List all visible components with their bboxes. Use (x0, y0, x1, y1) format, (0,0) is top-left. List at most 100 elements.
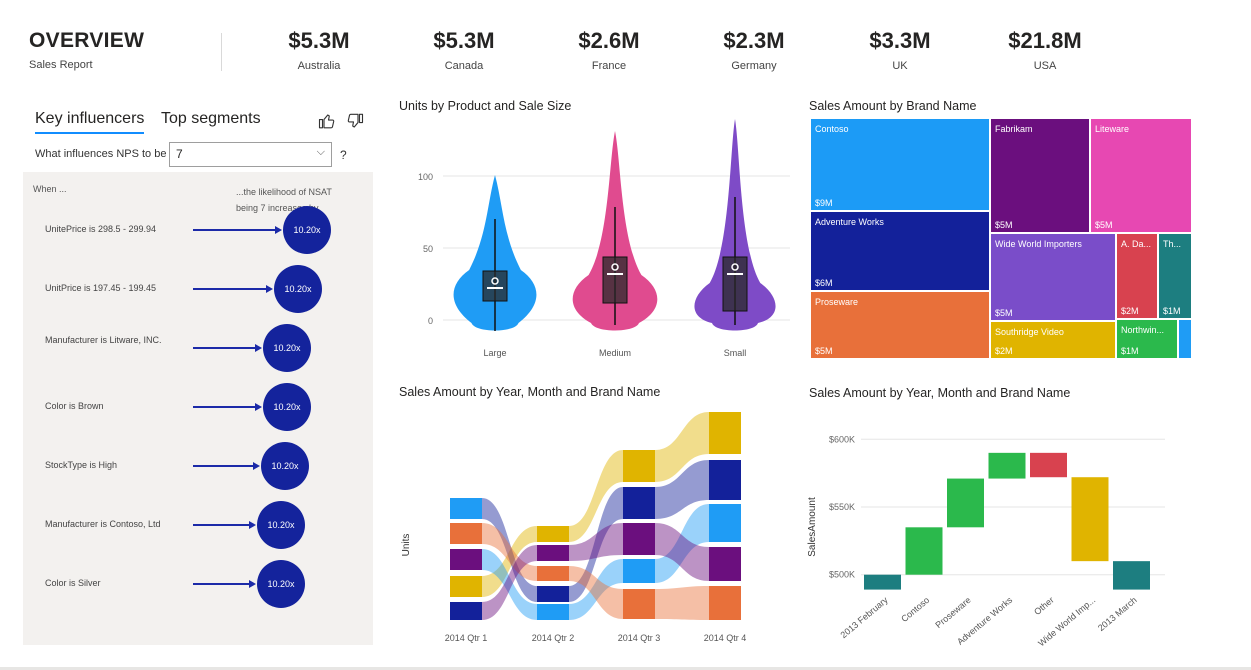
ribbon-segment[interactable] (623, 487, 655, 519)
influencer-row[interactable]: UnitePrice is 298.5 - 299.94 10.20x (23, 205, 373, 255)
treemap-tile[interactable]: Adventure Works $6M (811, 212, 989, 290)
influencer-bubble[interactable]: 10.20x (263, 324, 311, 372)
influencer-bubble[interactable]: 10.20x (274, 265, 322, 313)
kpi-card-usa[interactable]: $21.8M USA (985, 28, 1105, 72)
x-tick-label: Proseware (933, 595, 972, 630)
ribbon-segment[interactable] (709, 412, 741, 454)
ribbon-segment[interactable] (537, 566, 569, 581)
ribbon-chart[interactable]: Units 2014 Qtr 1 2014 Qtr 2 2014 Qtr 3 2014 … (395, 405, 755, 650)
violin-chart-title: Units by Product and Sale Size (399, 99, 572, 113)
kpi-label: France (591, 60, 627, 72)
treemap-tile-value: $5M (1095, 220, 1113, 230)
influencer-row[interactable]: StockType is High 10.20x (23, 441, 373, 491)
ribbon-segment[interactable] (537, 604, 569, 620)
treemap-tile[interactable]: Southridge Video $2M (991, 322, 1115, 358)
influencer-label: Color is Brown (45, 401, 104, 411)
violin-chart[interactable]: 100 50 0 Large Medium Small (395, 115, 795, 365)
ribbon-segment[interactable] (709, 586, 741, 620)
influencer-row[interactable]: UnitPrice is 197.45 - 199.45 10.20x (23, 264, 373, 314)
thumbs-down-icon[interactable] (346, 112, 364, 130)
ribbon-flow[interactable] (655, 460, 709, 519)
influencer-label: Manufacturer is Contoso, Ltd (45, 519, 161, 529)
influencer-bubble[interactable]: 10.20x (257, 560, 305, 608)
treemap-tile-fill (991, 119, 1089, 232)
treemap-tile[interactable]: Liteware $5M (1091, 119, 1191, 232)
ribbon-flow[interactable] (655, 412, 709, 482)
ribbon-segment[interactable] (537, 526, 569, 542)
ribbon-flow[interactable] (482, 549, 537, 620)
waterfall-bar[interactable] (864, 574, 901, 590)
waterfall-chart[interactable]: $600K $550K $500K SalesAmount 2013 February C… (803, 405, 1183, 663)
ribbon-segment[interactable] (623, 589, 655, 619)
kpi-value: $21.8M (1008, 28, 1082, 53)
ribbon-segment[interactable] (623, 523, 655, 555)
header-divider (221, 33, 222, 71)
tab-top-segments[interactable]: Top segments (161, 110, 261, 127)
treemap-tile[interactable]: A. Da... $2M (1117, 234, 1157, 318)
influencer-row[interactable]: Color is Silver 10.20x (23, 559, 373, 609)
influencer-bubble[interactable]: 10.20x (283, 206, 331, 254)
influencer-question: What influences NPS to be (35, 148, 167, 160)
ribbon-flow[interactable] (482, 545, 537, 620)
ribbon-segment[interactable] (709, 460, 741, 500)
waterfall-bar[interactable] (1071, 477, 1109, 562)
kpi-card-france[interactable]: $2.6M France (549, 28, 669, 72)
nps-value-dropdown[interactable]: 7 ⌵ (169, 142, 332, 167)
influencer-label: Color is Silver (45, 578, 101, 588)
influencer-row[interactable]: Manufacturer is Litware, INC. 10.20x (23, 323, 373, 373)
y-tick-label: $550K (829, 502, 855, 512)
ribbon-flow[interactable] (569, 487, 623, 602)
thumbs-up-icon[interactable] (318, 112, 336, 130)
influencer-bubble[interactable]: 10.20x (261, 442, 309, 490)
ribbon-flow[interactable] (569, 566, 623, 619)
ribbon-flow[interactable] (482, 523, 537, 581)
ribbon-segment[interactable] (450, 523, 482, 544)
tab-key-influencers[interactable]: Key influencers (35, 110, 145, 134)
ribbon-segment[interactable] (450, 549, 482, 570)
waterfall-bar[interactable] (947, 478, 984, 528)
ribbon-segment[interactable] (537, 545, 569, 561)
ribbon-flow[interactable] (569, 559, 623, 620)
ribbon-segment[interactable] (450, 602, 482, 620)
ribbon-flow[interactable] (569, 523, 623, 561)
kpi-card-canada[interactable]: $5.3M Canada (404, 28, 524, 72)
ribbon-segment[interactable] (450, 576, 482, 597)
ribbon-segment[interactable] (623, 450, 655, 482)
influencer-row[interactable]: Color is Brown 10.20x (23, 382, 373, 432)
ribbon-flow[interactable] (655, 586, 709, 620)
treemap-tile[interactable] (1179, 320, 1191, 358)
treemap-tile[interactable]: Northwin... $1M (1117, 320, 1177, 358)
treemap-tile[interactable]: Proseware $5M (811, 292, 989, 358)
kpi-card-uk[interactable]: $3.3M UK (840, 28, 960, 72)
ribbon-segment[interactable] (450, 498, 482, 519)
ribbon-flow[interactable] (482, 498, 537, 602)
ribbon-segment[interactable] (709, 504, 741, 542)
ribbon-segment[interactable] (709, 547, 741, 581)
influencer-label: UnitPrice is 197.45 - 199.45 (45, 283, 157, 293)
ribbon-flow[interactable] (655, 504, 709, 583)
treemap-chart[interactable]: Contoso $9M Fabrikam $5M Liteware $5M Adventur… (811, 119, 1193, 360)
influencer-bubble[interactable]: 10.20x (263, 383, 311, 431)
treemap-tile[interactable]: Wide World Importers $5M (991, 234, 1115, 320)
waterfall-bar[interactable] (1113, 561, 1150, 590)
x-tick-label: 2014 Qtr 4 (704, 633, 747, 643)
kpi-card-germany[interactable]: $2.3M Germany (694, 28, 814, 72)
ribbon-flow[interactable] (655, 523, 709, 581)
waterfall-bar[interactable] (905, 527, 943, 575)
influencer-row[interactable]: Manufacturer is Contoso, Ltd 10.20x (23, 500, 373, 550)
ribbon-flows (482, 412, 709, 620)
ribbon-segment[interactable] (623, 559, 655, 583)
ribbon-segment[interactable] (537, 586, 569, 602)
ribbon-flow[interactable] (569, 450, 623, 542)
help-icon[interactable]: ? (340, 148, 347, 162)
treemap-tile-fill (1179, 320, 1191, 358)
waterfall-bar[interactable] (988, 452, 1026, 479)
kpi-card-australia[interactable]: $5.3M Australia (259, 28, 379, 72)
treemap-tile[interactable]: Contoso $9M (811, 119, 989, 210)
influencer-bubble[interactable]: 10.20x (257, 501, 305, 549)
treemap-tile[interactable]: Th... $1M (1159, 234, 1191, 318)
treemap-tile-label: Liteware (1095, 124, 1129, 134)
ribbon-flow[interactable] (482, 526, 537, 597)
treemap-tile[interactable]: Fabrikam $5M (991, 119, 1089, 232)
waterfall-bar[interactable] (1030, 452, 1067, 478)
